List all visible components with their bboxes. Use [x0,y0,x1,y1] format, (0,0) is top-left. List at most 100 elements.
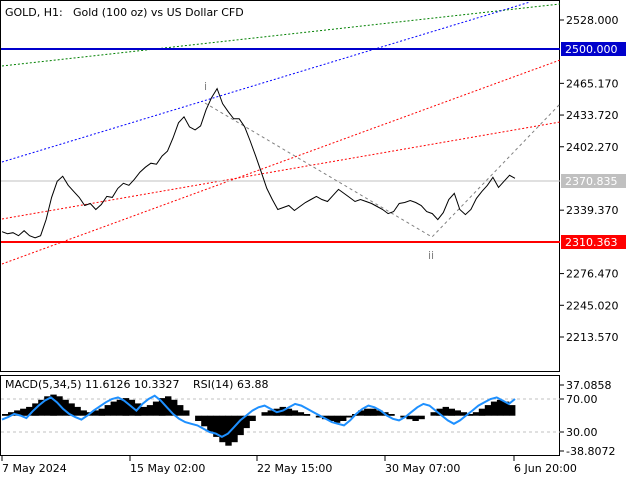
macd-bar [50,394,57,416]
time-tick-label: 7 May 2024 [2,462,67,475]
macd-bar [110,401,117,416]
macd-bar [364,408,371,416]
macd-bar [315,415,323,418]
macd-label: MACD(5,34,5) 11.6126 10.3327 [5,378,180,391]
rsi-label: RSI(14) 63.88 [193,378,268,391]
macd-bar [478,408,486,416]
macd-bar [442,406,449,416]
macd-bar [261,412,268,416]
macd-bar [171,399,178,416]
time-tick-label: 22 May 15:00 [257,462,332,475]
macd-bar [376,410,383,416]
resistance-price-tag: 2500.000 [561,42,626,56]
price-tick-label: 2465.170 [566,77,619,90]
wave-lines[interactable] [204,102,561,238]
macd-bar [80,410,87,416]
macd-bar [490,401,498,416]
macd-bar [201,415,208,427]
macd-bar [62,399,69,416]
resistance-price-label: 2500.000 [565,43,618,56]
macd-bar [430,412,437,416]
macd-bar [297,412,305,416]
time-tick-label: 30 May 07:00 [385,462,460,475]
indicator-tick-label: 37.0858 [566,379,612,392]
indicator-tick-label: -38.8072 [566,445,615,458]
macd-bar [346,415,353,418]
macd-bar [195,415,202,421]
macd-bar [436,408,443,416]
support-price-tag: 2310.363 [561,235,626,249]
price-tick-label: 2339.370 [566,204,619,217]
wave-label-ii: ii [428,249,434,262]
macd-bar [92,410,99,416]
macd-bar [219,415,226,443]
macd-bar [285,408,293,416]
macd-bar [448,408,455,416]
macd-bar [2,414,9,416]
macd-bar [358,410,365,416]
price-tick-label: 2276.470 [566,268,619,281]
symbol-label: GOLD, H1: [5,6,63,19]
macd-bar [509,405,516,416]
macd-bar [333,415,341,423]
macd-bar [183,410,190,416]
wave-label-i: i [204,80,207,93]
price-tick-label: 2245.020 [566,299,619,312]
macd-bar [370,408,377,416]
price-tick-label: 2402.270 [566,141,619,154]
trend-line-red-upper[interactable] [1,59,561,265]
macd-bar [472,412,480,416]
macd-bar [104,405,111,416]
macd-bar [466,414,474,416]
trend-line-green-dotted[interactable] [1,3,561,67]
macd-bar [340,415,347,421]
macd-bar [26,406,33,416]
time-axis[interactable]: 7 May 2024 15 May 02:00 22 May 15:00 30 May… [1,456,577,475]
price-line [1,87,516,239]
time-tick-label: 15 May 02:00 [130,462,205,475]
macd-bar [496,399,504,416]
price-tick-label: 2213.570 [566,331,619,344]
indicator-tick-label: 30.00 [566,426,598,439]
macd-bar [406,415,413,420]
macd-bar [412,415,419,421]
macd-bar [249,415,256,421]
macd-bar [122,398,130,416]
macd-bar [418,415,425,420]
macd-bar [152,401,160,416]
price-tick-label: 2433.720 [566,109,619,122]
macd-bar [213,415,220,437]
macd-bar [225,415,232,446]
macd-bar [165,396,172,416]
price-axis[interactable]: 2528.000 2465.170 2433.720 2402.270 2339.370… [560,14,619,344]
macd-bar [267,410,274,416]
macd-bar [140,406,148,416]
macd-bar [502,401,510,416]
price-tick-label: 2528.000 [566,14,619,27]
indicator-tick-label: 70.00 [566,393,598,406]
macd-bar [484,405,492,416]
last-price-tag: 2370.835 [561,174,626,188]
macd-bar [454,410,461,416]
macd-bar [8,412,15,416]
macd-bar [98,408,105,416]
macd-bar [146,405,154,416]
macd-bar [116,399,124,416]
macd-bar [20,408,27,416]
macd-bar [158,398,166,416]
macd-bar [74,406,81,416]
macd-bar [400,415,407,418]
macd-bar [14,410,21,416]
macd-bar [207,415,214,432]
time-tick-label: 6 Jun 20:00 [514,462,577,475]
support-price-label: 2310.363 [565,236,618,249]
symbol-description: Gold (100 oz) vs US Dollar CFD [73,6,244,19]
macd-bar [460,412,468,416]
macd-bar [68,403,75,416]
main-plot-frame[interactable] [0,0,560,372]
macd-bar [291,410,299,416]
macd-bar [388,414,395,416]
macd-bar [243,415,250,429]
